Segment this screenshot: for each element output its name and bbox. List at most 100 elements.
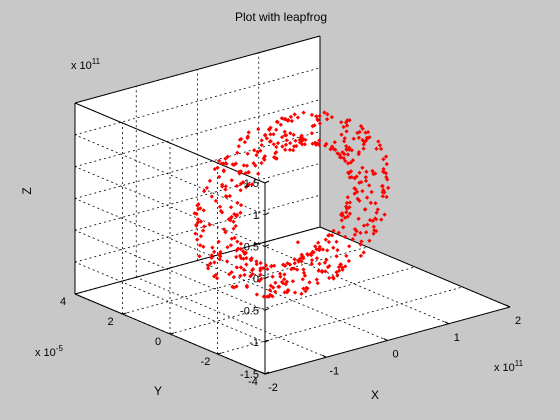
x-tick-label: 0 <box>392 349 398 361</box>
data-point <box>319 268 325 274</box>
data-point <box>258 266 263 271</box>
data-point <box>210 245 215 250</box>
data-point <box>344 143 349 149</box>
data-point <box>347 244 352 249</box>
data-point <box>336 230 341 235</box>
data-point <box>341 225 346 230</box>
data-point <box>354 189 360 195</box>
data-point <box>309 257 315 263</box>
data-point <box>244 283 249 288</box>
data-point <box>223 156 228 161</box>
z-tick-mark <box>264 244 270 248</box>
data-point <box>345 161 351 166</box>
data-point <box>371 231 376 236</box>
data-point <box>218 208 224 214</box>
data-point <box>260 265 266 271</box>
data-point <box>317 244 322 250</box>
data-point <box>326 239 332 245</box>
data-point <box>250 182 255 187</box>
data-point <box>235 200 240 206</box>
data-point <box>212 166 217 172</box>
data-point <box>225 245 230 250</box>
z-tick-label: -1 <box>249 337 259 349</box>
data-point <box>300 142 305 147</box>
data-point <box>359 179 364 185</box>
data-point <box>339 120 344 125</box>
data-point <box>324 141 329 147</box>
data-point <box>273 151 278 156</box>
floor-edge-right <box>319 226 511 308</box>
data-point <box>254 152 259 158</box>
data-point <box>223 187 228 192</box>
data-point <box>217 174 222 180</box>
data-point <box>271 142 276 147</box>
data-point <box>356 216 361 221</box>
data-point <box>254 292 260 297</box>
data-point <box>360 188 365 194</box>
y-tick-label: -4 <box>248 376 258 388</box>
data-point <box>206 263 211 268</box>
data-point <box>341 139 347 144</box>
data-point <box>250 266 256 272</box>
chart-title: Plot with leapfrog <box>235 10 327 24</box>
data-point <box>323 269 328 274</box>
data-point <box>352 186 357 191</box>
data-point <box>282 272 287 277</box>
data-point <box>291 132 296 138</box>
data-point <box>381 187 386 193</box>
back-top-edge <box>74 35 321 104</box>
data-point <box>330 275 336 280</box>
data-point <box>360 165 365 170</box>
data-point <box>384 174 389 180</box>
data-point <box>347 205 352 210</box>
data-point <box>216 158 222 164</box>
data-point <box>236 144 241 149</box>
data-point <box>195 237 200 242</box>
data-point <box>347 145 352 150</box>
data-point <box>283 147 288 152</box>
data-point <box>363 130 368 135</box>
data-point <box>365 222 370 227</box>
data-point <box>224 259 230 264</box>
data-point <box>347 211 353 216</box>
data-point <box>229 178 234 183</box>
data-point <box>367 238 372 243</box>
data-point <box>253 163 258 168</box>
data-point <box>245 135 250 141</box>
data-point <box>267 127 272 133</box>
data-point <box>301 267 306 272</box>
data-point <box>235 246 241 251</box>
data-point <box>238 246 243 252</box>
data-point <box>242 139 248 145</box>
data-point <box>280 262 286 267</box>
data-point <box>344 129 349 134</box>
data-point <box>305 252 311 258</box>
data-point <box>290 148 296 153</box>
back-wall-grid-z <box>74 194 321 263</box>
data-point <box>332 140 337 145</box>
y-exponent-label: x 10-5 <box>35 344 63 359</box>
data-point <box>380 183 385 189</box>
data-point <box>383 154 389 159</box>
data-point <box>270 274 275 279</box>
data-point <box>329 114 335 120</box>
data-point <box>268 139 273 144</box>
data-point <box>331 228 336 233</box>
data-point <box>347 200 353 205</box>
data-point <box>261 156 266 161</box>
data-point <box>243 184 249 190</box>
x-tick-mark <box>505 304 511 308</box>
y-tick-mark <box>74 292 80 295</box>
data-point <box>346 258 352 264</box>
data-point <box>273 155 278 161</box>
data-point <box>338 262 344 267</box>
y-axis-label: Y <box>154 384 162 398</box>
data-point <box>207 222 212 227</box>
data-point <box>356 149 362 155</box>
data-point <box>274 127 279 132</box>
data-point <box>320 247 326 252</box>
data-point <box>223 184 228 189</box>
data-point <box>268 283 273 288</box>
data-point <box>350 237 355 242</box>
